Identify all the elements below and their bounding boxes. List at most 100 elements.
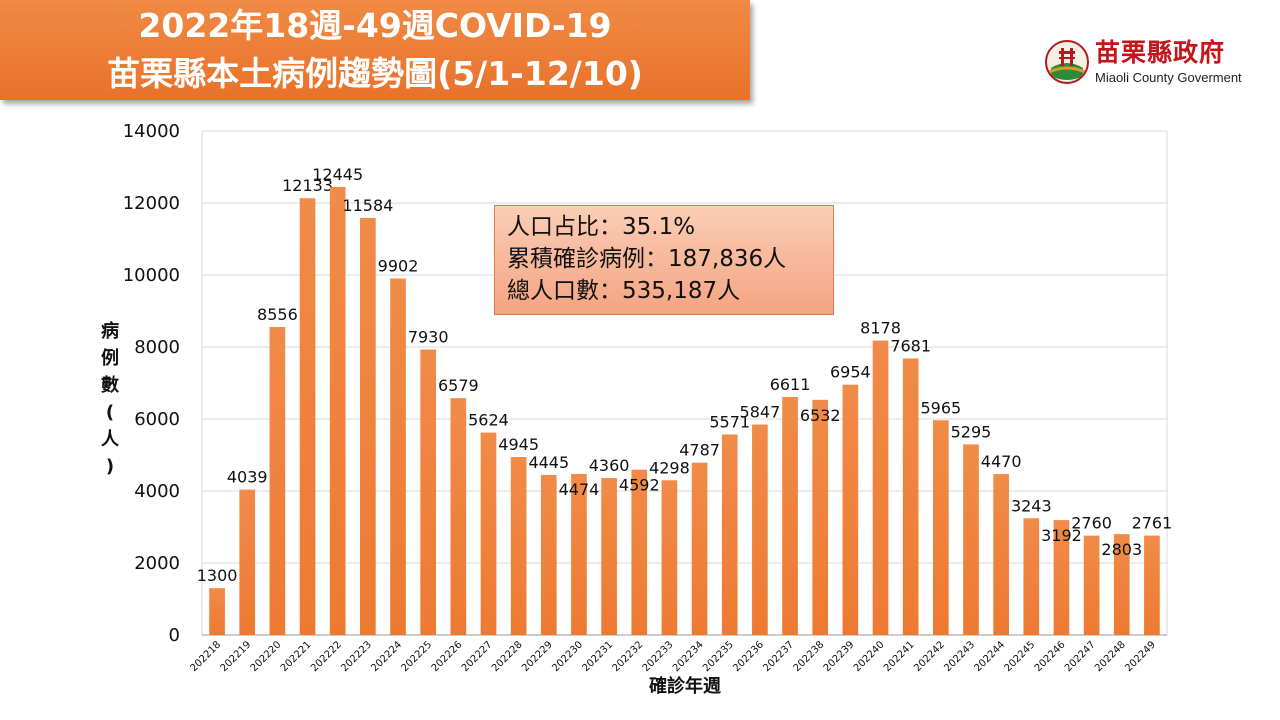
bar xyxy=(721,434,738,635)
cumulative-cases: 累積確診病例：187,836人 xyxy=(507,246,787,272)
x-tick-label: 202238 xyxy=(792,639,827,674)
bar xyxy=(420,349,437,635)
y-axis-label-char: ) xyxy=(105,456,115,477)
county-name: 苗栗縣政府 xyxy=(1095,38,1226,67)
data-label: 12445 xyxy=(312,165,363,184)
data-label: 4787 xyxy=(679,441,720,460)
x-tick-label: 202242 xyxy=(912,639,947,674)
y-axis-label-char: 病 xyxy=(101,321,119,342)
x-tick-label: 202230 xyxy=(550,639,585,674)
data-label: 6532 xyxy=(800,406,841,425)
bar xyxy=(963,444,979,635)
bar xyxy=(480,432,497,635)
county-logo: 苗栗縣政府 Miaoli County Goverment xyxy=(1045,38,1265,94)
title-banner: 2022年18週-49週COVID-19 苗栗縣本土病例趨勢圖(5/1-12/1… xyxy=(0,0,750,100)
x-tick-label: 202237 xyxy=(761,639,796,674)
bar xyxy=(1023,518,1040,635)
bar xyxy=(510,456,527,635)
x-tick-label: 202247 xyxy=(1063,639,1098,674)
x-tick-label: 202229 xyxy=(520,639,555,674)
data-label: 12133 xyxy=(282,176,333,195)
population-ratio: 人口占比：35.1% xyxy=(507,214,696,240)
county-english-name: Miaoli County Goverment xyxy=(1095,70,1242,85)
x-tick-label: 202233 xyxy=(641,639,676,674)
page-title: 2022年18週-49週COVID-19 xyxy=(138,6,612,45)
bar xyxy=(1144,535,1160,635)
data-label: 5624 xyxy=(468,411,509,430)
bar xyxy=(872,340,889,635)
x-axis-label: 確診年週 xyxy=(649,676,721,697)
x-tick-label: 202228 xyxy=(490,639,525,674)
data-label: 2803 xyxy=(1101,540,1142,559)
x-tick-label: 202232 xyxy=(611,639,646,674)
x-tick-label: 202240 xyxy=(852,639,887,674)
data-label: 7930 xyxy=(408,328,449,347)
bar xyxy=(329,186,346,636)
data-label: 5571 xyxy=(709,412,750,431)
bar xyxy=(299,198,316,635)
x-tick-label: 202225 xyxy=(400,639,435,674)
bar xyxy=(782,397,798,635)
x-tick-label: 202223 xyxy=(339,639,374,674)
bar xyxy=(269,326,286,635)
bar xyxy=(390,278,406,635)
y-axis-label-char: ( xyxy=(105,402,115,423)
bar xyxy=(902,358,919,635)
data-label: 8556 xyxy=(257,305,298,324)
bar xyxy=(631,469,648,635)
data-label: 3192 xyxy=(1041,526,1082,545)
bar xyxy=(993,474,1009,635)
y-axis-label-char: 人 xyxy=(101,429,119,450)
x-tick-label: 202234 xyxy=(671,639,706,674)
y-tick-label: 10000 xyxy=(123,265,180,286)
x-tick-label: 202239 xyxy=(822,639,857,674)
bar xyxy=(450,398,467,635)
x-tick-label: 202226 xyxy=(430,639,465,674)
bar xyxy=(601,478,617,635)
data-label: 5295 xyxy=(951,422,992,441)
y-tick-label: 12000 xyxy=(123,193,180,214)
bar xyxy=(1113,534,1130,635)
bar xyxy=(571,473,587,635)
y-axis-label: 病 例 數 ( 人 ) xyxy=(96,318,124,480)
y-axis-label-char: 例 xyxy=(101,348,119,369)
x-tick-label: 202245 xyxy=(1003,639,1038,674)
data-label: 5847 xyxy=(740,403,781,422)
x-tick-label: 202235 xyxy=(701,639,736,674)
data-label: 4039 xyxy=(227,468,268,487)
data-label: 4474 xyxy=(559,480,600,499)
bar xyxy=(842,384,859,635)
bar xyxy=(1083,535,1100,635)
bar xyxy=(1053,520,1070,635)
x-tick-label: 202218 xyxy=(188,639,223,674)
x-tick-label: 202246 xyxy=(1033,639,1068,674)
data-label: 4360 xyxy=(589,456,630,475)
x-tick-label: 202243 xyxy=(942,639,977,674)
x-tick-label: 202231 xyxy=(580,639,615,674)
data-label: 2761 xyxy=(1132,514,1173,533)
bar xyxy=(209,588,225,635)
bar xyxy=(932,420,949,635)
x-tick-label: 202249 xyxy=(1123,639,1158,674)
x-tick-label: 202248 xyxy=(1093,639,1128,674)
y-tick-label: 8000 xyxy=(134,337,180,358)
y-tick-label: 0 xyxy=(169,625,180,646)
data-label: 6954 xyxy=(830,363,871,382)
bar xyxy=(812,399,829,635)
total-population: 總人口數：535,187人 xyxy=(507,278,741,304)
data-label: 4592 xyxy=(619,476,660,495)
data-label: 4445 xyxy=(528,453,569,472)
y-axis-label-char: 數 xyxy=(101,375,119,396)
summary-box: 人口占比：35.1% 累積確診病例：187,836人 總人口數：535,187人 xyxy=(494,205,834,315)
miaoli-county-emblem-icon xyxy=(1045,40,1089,84)
y-tick-label: 4000 xyxy=(134,481,180,502)
x-tick-label: 202219 xyxy=(219,639,254,674)
data-label: 11584 xyxy=(342,196,393,215)
data-label: 1300 xyxy=(197,566,238,585)
y-tick-label: 14000 xyxy=(123,121,180,142)
x-tick-label: 202221 xyxy=(279,639,314,674)
data-label: 2760 xyxy=(1071,514,1112,533)
x-tick-label: 202227 xyxy=(460,639,495,674)
bar xyxy=(691,462,708,635)
data-label: 8178 xyxy=(860,319,901,338)
